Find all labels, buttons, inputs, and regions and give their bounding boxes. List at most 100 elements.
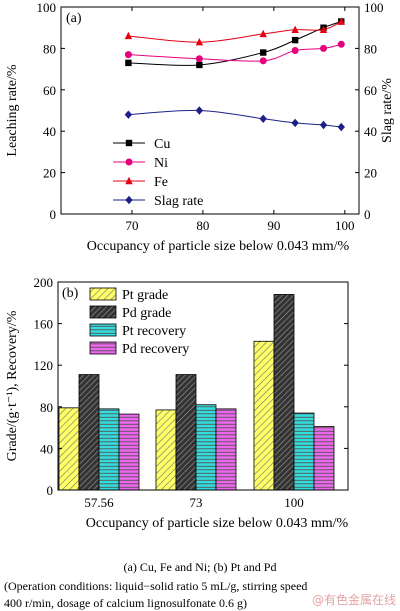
data-point [195,37,204,46]
x-tick-label-b: 57.56 [84,495,114,510]
data-point [195,106,204,115]
bar [78,374,100,491]
legend-swatch [89,323,117,337]
series-line [128,109,342,128]
bar [313,426,335,491]
bar [215,408,237,491]
bar [155,409,177,491]
y-right-tick-label-a: 0 [364,207,371,222]
line-chart-panel-a: 70 80 90 100 0 20 40 60 80 100 0 20 40 60 80 100 Occupan… [5,0,395,254]
bar [175,374,197,491]
y-right-tick-label-a: 20 [364,166,377,181]
x-tick-label-a: 100 [335,218,355,233]
bar-series-pt-recovery [98,404,315,491]
panel-label-b: (b) [62,286,79,301]
legend-swatch [89,305,117,319]
y-right-axis-label-a: Slag rate/% [380,78,395,143]
legend-label: Pt grade [122,288,168,303]
data-point [259,57,267,65]
series-line [128,43,342,62]
y-tick-label-b: 200 [34,275,54,290]
data-point [291,25,299,33]
legend-swatch [89,341,117,355]
bar [118,413,140,491]
legend-b: Pt grade Pd grade Pt recovery Pd recovery [89,287,189,357]
bar-series-pd-recovery [118,408,335,491]
legend-marker [125,176,133,185]
legend-marker [125,158,133,166]
legend-label: Pt recovery [122,324,186,339]
legend-label: Pd grade [122,306,171,321]
legend-a: Cu Ni Fe Slag rate [113,137,203,209]
x-tick-label-b: 100 [284,495,304,510]
data-point [337,40,345,48]
y-tick-label-b: 120 [34,358,54,373]
y-axis-label-a: Leaching rate/% [5,64,20,156]
y-tick-label-a: 20 [43,166,56,181]
data-point [124,31,133,40]
y-tick-label-a: 40 [43,124,56,139]
data-point [291,118,299,128]
legend-label: Ni [154,156,168,171]
x-tick-label-a: 90 [267,218,280,233]
series-line [128,21,342,66]
series-ni [124,40,345,65]
figure-caption: (a) Cu, Fe and Ni; (b) Pt and Pd [123,560,277,574]
data-point [259,114,267,123]
y-tick-label-a: 0 [50,207,57,222]
y-right-tick-label-a: 100 [364,0,384,15]
legend-swatch [89,287,117,301]
x-tick-label-a: 80 [196,218,209,233]
bar-series-pd-grade [78,294,295,491]
y-tick-label-b: 160 [34,317,54,332]
bar [58,407,80,491]
data-point [196,61,203,69]
y-tick-label-b: 40 [40,441,53,456]
x-axis-label-a: Occupancy of particle size below 0.043 m… [87,239,350,254]
bar [195,404,217,491]
y-tick-label-b: 80 [40,400,53,415]
y-tick-label-a: 80 [43,41,56,56]
figure: 70 80 90 100 0 20 40 60 80 100 0 20 40 60 80 100 Occupan… [5,0,395,531]
legend-label: Pd recovery [122,342,189,357]
data-point [319,25,328,33]
data-point [291,36,299,44]
y-axis-label-b: Grade/(g·t⁻¹), Recovery/% [5,310,20,461]
caption-conditions-line-2: 400 r/min, dosage of calcium lignosulfon… [4,596,247,610]
plot-frame-b [57,281,349,491]
data-point [291,46,299,54]
y-tick-label-a: 100 [37,0,57,15]
series-slag-rate [124,106,345,132]
y-right-tick-label-a: 40 [364,124,377,139]
bar [98,408,120,491]
data-point [125,59,132,67]
data-point [320,44,328,52]
caption-conditions-line-1: (Operation conditions: liquid−solid rati… [4,579,308,593]
bar [253,340,275,491]
data-point [124,51,132,59]
panel-label-a: (a) [66,11,82,26]
legend-label: Fe [154,175,168,190]
bar-chart-panel-b: 0 40 80 120 160 200 57.56 73 100 Occupancy of par… [5,275,349,531]
x-tick-label-b: 73 [190,495,203,510]
data-point [195,55,203,63]
x-tick-label-a: 70 [125,218,138,233]
plot-frame-a [60,6,360,215]
bar [273,294,295,491]
x-axis-label-b: Occupancy of particle size below 0.043 m… [86,516,349,531]
legend-marker [125,139,133,147]
legend-marker [125,195,133,205]
data-point [319,120,328,130]
watermark: @有色金属在线 [311,593,396,607]
data-point [124,110,133,119]
series-line [128,21,342,43]
y-right-tick-label-a: 60 [364,83,377,98]
y-tick-label-b: 0 [47,483,54,498]
legend-label: Slag rate [154,194,203,209]
y-tick-label-a: 60 [43,83,56,98]
y-right-tick-label-a: 80 [364,41,377,56]
bar [293,412,315,491]
data-point [260,49,267,56]
legend-label: Cu [154,137,170,152]
data-point [337,17,345,25]
